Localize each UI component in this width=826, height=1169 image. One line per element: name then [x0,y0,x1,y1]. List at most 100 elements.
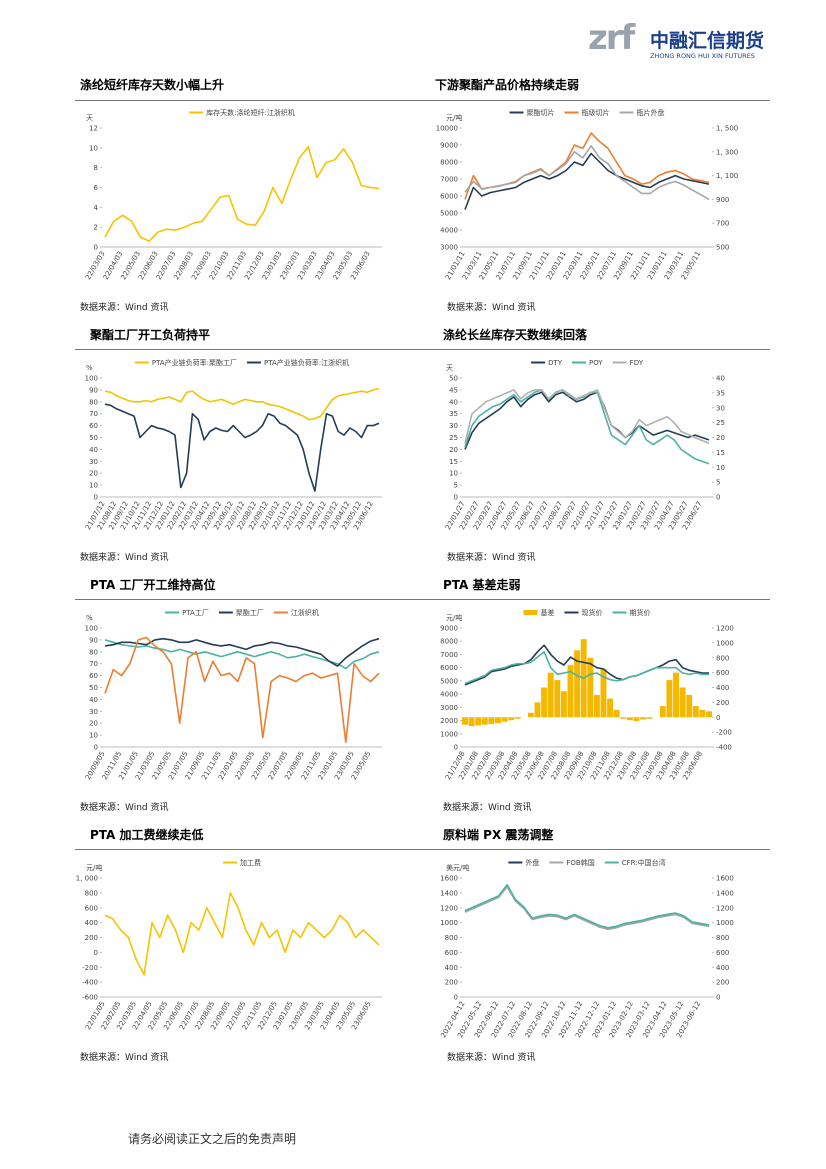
y-tick-label: 60 [89,422,98,430]
line [464,651,709,685]
y-tick-label: 50 [89,684,98,692]
line [104,639,380,670]
y-tick-label: 15 [449,458,458,466]
y-tick-label: 25 [449,434,458,442]
y-tick-label: 10 [89,732,98,740]
chart-title: 涤纶短纤库存天数小幅上升 [80,78,225,92]
y-tick-label: 0 [454,994,458,1002]
bar [468,717,475,727]
bar [620,717,627,719]
line [104,636,380,743]
y-tick-label: 5 [454,482,458,490]
y-axis-label: 美元/吨 [446,863,469,872]
y2-tick-label: 1000 [716,919,734,927]
legend-label: 外盘 [525,858,539,867]
bar [679,687,686,718]
bar [593,694,600,718]
y2-tick-label: 1, 100 [716,172,738,180]
y-tick-label: 0 [454,744,458,752]
y-tick-label: 9000 [440,142,458,150]
y-tick-label: 0 [454,494,458,502]
y-tick-label: 400 [445,964,458,972]
y-tick-label: 90 [89,636,98,644]
bar [554,680,561,718]
divider [75,349,770,350]
y-tick-label: 30 [449,422,458,430]
y2-tick-label: 30 [716,404,725,412]
chart: 天02468101222/03/0322/04/0322/05/0322/06/… [84,108,382,281]
legend-label: 聚酯切片 [527,108,555,117]
y-tick-label: -200 [82,964,98,972]
line [464,132,710,200]
legend: DTY POY FDY [531,359,644,367]
bar [475,717,482,726]
y-tick-label: 1, 000 [76,875,98,883]
y-tick-label: 3000 [440,244,458,252]
y-tick-label: 40 [449,398,458,406]
y-tick-label: 2 [94,224,98,232]
y-axis-label: 元/吨 [446,113,462,122]
divider [75,849,770,850]
bar [547,672,554,718]
y-tick-label: 200 [85,934,98,942]
y-tick-label: 80 [89,398,98,406]
bar [508,717,515,721]
chart: %010203040506070809010020/09/0520/11/052… [84,608,382,781]
y2-tick-label: 600 [716,949,729,957]
y-tick-label: 50 [89,434,98,442]
y-tick-label: 1200 [440,904,458,912]
y-tick-label: 8000 [440,638,458,646]
legend-label: DTY [548,359,563,367]
y-tick-label: 6000 [440,193,458,201]
y2-tick-label: 0 [716,714,720,722]
y2-tick-label: 20 [716,434,725,442]
y2-tick-label: 1000 [716,639,734,647]
y2-tick-label: 500 [716,244,729,252]
y-tick-label: 20 [89,470,98,478]
source: 数据来源：Wind 资讯 [447,1053,536,1063]
y-tick-label: 10 [449,470,458,478]
y-tick-label: 200 [445,979,458,987]
y2-tick-label: 200 [716,699,729,707]
source: 数据来源：Wind 资讯 [80,553,169,563]
legend-label: 基差 [541,608,555,617]
legend: 外盘 FOB韩国 CFR:中国台湾 [508,858,666,867]
y-tick-label: 40 [89,696,98,704]
bar [514,717,521,719]
y2-tick-label: 5 [716,479,720,487]
bar [699,709,706,718]
y2-tick-label: 200 [716,979,729,987]
legend-label: FOB韩国 [566,858,594,867]
legend: PTA工厂 聚酯工厂 江浙织机 [165,608,319,617]
y2-tick-label: 40 [716,375,725,383]
bar [534,702,541,718]
bar [488,717,495,724]
y-tick-label: 400 [85,919,98,927]
y2-tick-label: 35 [716,389,725,397]
y-axis-label: % [86,364,93,372]
y-tick-label: 7000 [440,651,458,659]
logo-en: ZHONG RONG HUI XIN FUTURES [650,52,755,60]
y-tick-label: 1400 [440,889,458,897]
y-tick-label: 10000 [436,125,458,133]
y-tick-label: 5000 [440,210,458,218]
source: 数据来源：Wind 资讯 [80,803,169,813]
bar [495,717,501,724]
bar [706,711,712,718]
y-tick-label: 0 [94,244,98,252]
line [104,387,380,421]
bar [587,657,594,718]
y2-tick-label: -400 [716,744,732,752]
y-tick-label: 6000 [440,664,458,672]
y2-tick-label: 900 [716,196,729,204]
y-tick-label: 35 [449,410,458,418]
y2-tick-label: 1200 [716,904,734,912]
legend: PTA产业链负荷率:聚酯工厂 PTA产业链负荷率:江浙织机 [134,358,349,367]
y-tick-label: 20 [89,720,98,728]
y-tick-label: 100 [85,375,98,383]
bar [600,668,607,718]
y-tick-label: 6 [94,184,99,192]
line [104,892,380,976]
y2-tick-label: 600 [716,669,729,677]
